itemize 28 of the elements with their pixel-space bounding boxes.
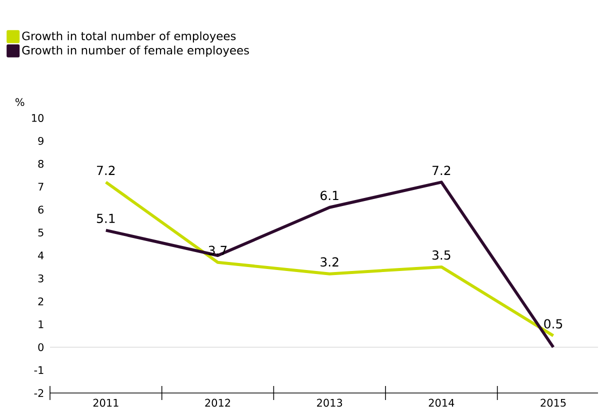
legend-label: Growth in number of female employees <box>22 46 249 57</box>
x-tick-label: 2011 <box>93 398 118 407</box>
data-label: 7.2 <box>97 166 115 175</box>
data-label: 6.1 <box>320 190 338 200</box>
y-tick-label: 5 <box>38 228 44 236</box>
x-tick-label: 2012 <box>205 398 230 407</box>
y-axis-title: % <box>15 98 24 106</box>
y-tick-label: 6 <box>38 206 44 214</box>
legend-label: Growth in total number of employees <box>22 31 236 43</box>
y-tick-label: 0 <box>38 343 44 352</box>
y-tick-label: 1 <box>38 320 44 328</box>
data-label: 3.5 <box>432 250 450 260</box>
y-tick-label: 4 <box>38 252 44 260</box>
x-tick-label: 2014 <box>428 398 454 407</box>
data-label: 3.2 <box>320 257 338 267</box>
y-tick-label: 9 <box>38 136 44 145</box>
y-tick-label: -1 <box>34 366 44 374</box>
x-tick-label: 2013 <box>317 398 342 407</box>
y-tick-label: -2 <box>34 389 44 397</box>
data-label: 0.5 <box>544 319 562 329</box>
x-tick-label: 2015 <box>540 398 566 407</box>
y-tick-label: 2 <box>38 297 44 306</box>
y-tick-label: 8 <box>38 160 44 168</box>
y-tick-label: 3 <box>38 274 44 282</box>
y-tick-label: 10 <box>32 114 44 122</box>
data-label: 5.1 <box>96 214 115 224</box>
data-label: 7.2 <box>432 166 450 175</box>
y-tick-label: 7 <box>38 182 44 191</box>
